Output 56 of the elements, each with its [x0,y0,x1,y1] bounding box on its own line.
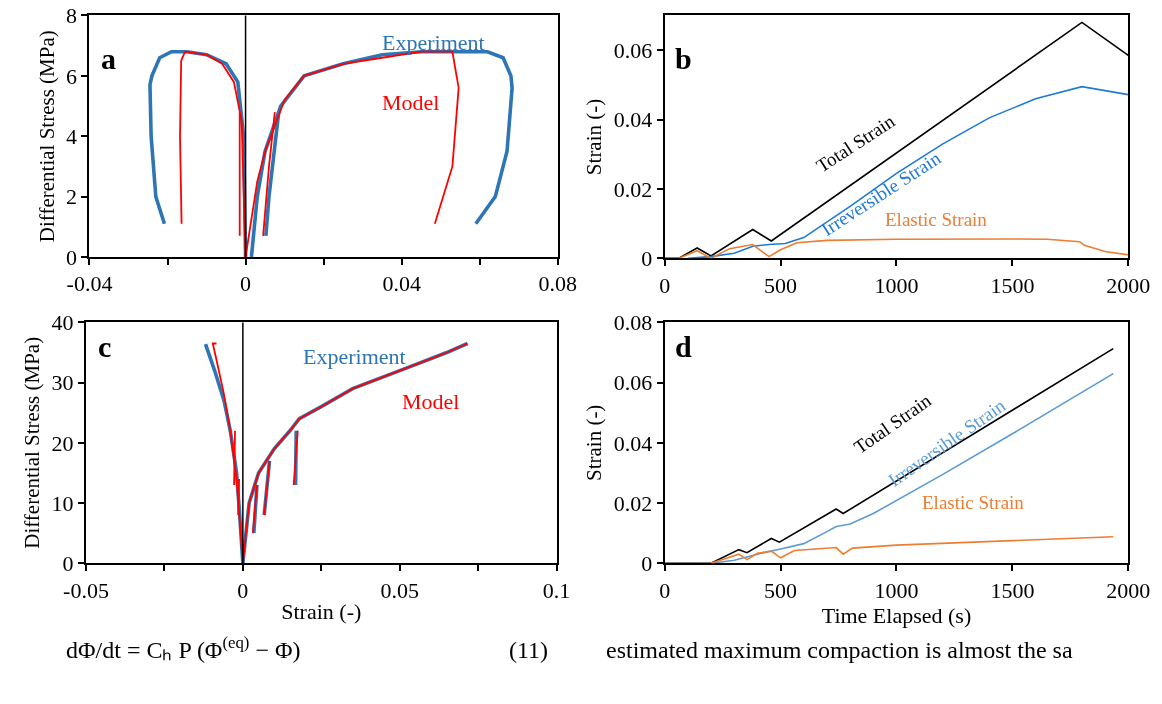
annotation: d [675,330,692,363]
x-tick-label: -0.05 [63,577,109,603]
y-tick-label: 0.02 [613,176,653,202]
y-tick-label: 8 [66,3,78,29]
y-tick-label: 10 [51,490,74,516]
y-tick-label: 0.06 [613,37,653,63]
y-axis-title: Strain (-) [582,404,607,482]
text: (11) [509,637,549,663]
x-tick-label: -0.04 [66,271,113,297]
annotation: b [675,42,692,75]
y-tick-label: 0 [641,246,653,272]
y-tick-label: 2 [66,184,78,210]
x-tick-label: 0.1 [542,577,571,603]
series-label: Elastic Strain [922,492,1025,513]
text: estimated maximum compaction is almost the sa [606,637,1073,663]
x-tick-label: 0 [237,577,249,603]
series-label: Experiment [303,344,406,369]
y-tick-label: 0 [62,550,74,576]
y-axis-title: Differential Stress (MPa) [20,336,45,549]
y-tick-label: 0 [641,550,653,576]
y-tick-label: 0.04 [613,430,653,456]
x-tick-label: 500 [764,272,798,298]
series-label: Model [382,90,440,115]
x-tick-label: 0 [659,577,671,603]
y-tick-label: 30 [51,370,74,396]
series-label: Model [402,389,460,414]
y-tick-label: 0.02 [613,490,653,516]
x-axis-title: Time Elapsed (s) [821,602,972,628]
x-tick-label: 0.05 [380,577,419,603]
y-tick-label: 20 [51,430,74,456]
x-axis-title: Strain (-) [281,599,362,624]
x-tick-label: 500 [764,577,798,603]
y-tick-label: 0.08 [613,310,653,336]
y-tick-label: 0.04 [613,107,653,133]
x-tick-label: 1500 [990,577,1035,603]
y-tick-label: 0.06 [613,370,653,396]
y-tick-label: 40 [51,310,74,336]
x-tick-label: 1500 [990,272,1035,298]
series-label: Experiment [382,30,485,55]
y-axis-title: Strain (-) [582,98,607,176]
annotation: c [98,330,112,363]
y-tick-label: 0 [66,244,78,270]
x-tick-label: 0.08 [538,271,578,297]
x-tick-label: 1000 [874,577,919,603]
y-axis-title: Differential Stress (MPa) [34,30,59,243]
x-tick-label: 2000 [1106,577,1151,603]
x-tick-label: 0 [240,271,252,297]
x-tick-label: 1000 [874,272,919,298]
text: dΦ/dt = Cₕ P (Φ$^{(eq)}$ − Φ) [66,633,301,664]
x-tick-label: 0.04 [382,271,421,297]
text: Total Strain [812,110,899,177]
x-tick-label: 0 [659,272,671,298]
y-tick-label: 6 [66,63,78,89]
annotation: a [101,42,116,75]
x-tick-label: 2000 [1106,272,1151,298]
y-tick-label: 4 [66,123,78,149]
